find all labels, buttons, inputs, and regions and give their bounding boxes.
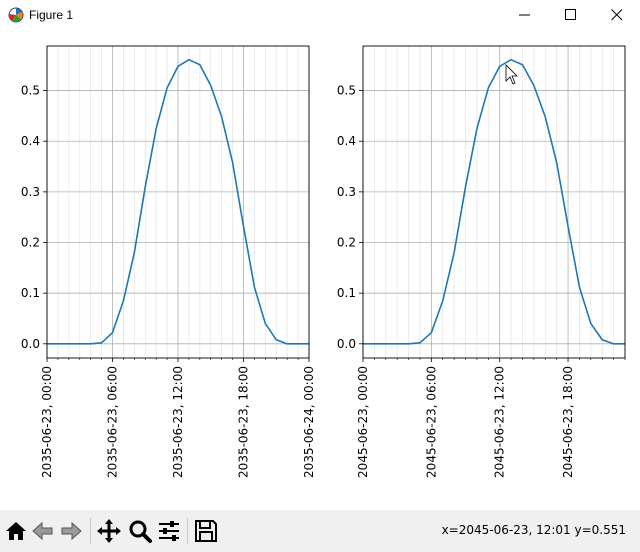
y-tick-label: 0.0 <box>21 337 40 351</box>
minimize-icon <box>519 14 530 16</box>
pan-move-icon <box>97 519 121 543</box>
y-tick-label: 0.0 <box>337 337 356 351</box>
x-tick-label: 2045-06-23, 06:00 <box>424 366 438 478</box>
y-tick-label: 0.2 <box>337 236 356 250</box>
title-bar: Figure 1 <box>0 0 640 30</box>
close-icon <box>611 9 623 21</box>
y-tick-label: 0.1 <box>337 286 356 300</box>
subplot-1: 2035-06-23, 00:00 2035-06-23, 06:00 2035-0… <box>21 45 316 478</box>
axes-frame <box>46 45 310 359</box>
y-tick-label: 0.5 <box>21 84 40 98</box>
sliders-icon <box>159 521 179 541</box>
axes-background <box>363 46 625 358</box>
y-tick-label: 0.5 <box>337 84 356 98</box>
y-tick-label: 0.4 <box>21 134 40 148</box>
cursor-coordinates: x=2045-06-23, 12:01 y=0.551 <box>441 523 626 537</box>
zoom-magnifier-icon <box>129 520 152 543</box>
mouse-cursor-icon <box>505 64 518 85</box>
subplot-2: 2045-06-23, 00:00 2045-06-23, 06:00 2045-0… <box>337 45 626 478</box>
back-button[interactable] <box>30 518 56 544</box>
axes-frame <box>362 45 626 359</box>
maximize-icon <box>565 9 576 20</box>
y-tick-label: 0.3 <box>21 185 40 199</box>
y-tick-label: 0.2 <box>21 236 40 250</box>
pan-button[interactable] <box>96 518 122 544</box>
x-tick-label: 2045-06-23, 00:00 <box>356 366 370 478</box>
configure-subplots-button[interactable] <box>156 518 182 544</box>
matplotlib-icon <box>8 7 24 23</box>
forward-button[interactable] <box>58 518 84 544</box>
x-tick-label: 2035-06-23, 06:00 <box>106 366 120 478</box>
forward-arrow-icon <box>61 521 82 541</box>
y-tick-label: 0.4 <box>337 134 356 148</box>
x-tick-label: 2045-06-23, 12:00 <box>493 366 507 478</box>
zoom-button[interactable] <box>127 518 153 544</box>
floppy-disk-icon <box>195 520 217 542</box>
maximize-button[interactable] <box>548 0 594 30</box>
x-tick-label: 2035-06-24, 00:00 <box>302 366 316 478</box>
back-arrow-icon <box>32 521 53 541</box>
navigation-toolbar: x=2045-06-23, 12:01 y=0.551 <box>0 510 640 552</box>
y-tick-label: 0.3 <box>337 185 356 199</box>
x-tick-label: 2035-06-23, 18:00 <box>237 366 251 478</box>
series-line <box>363 58 625 345</box>
toolbar-separator <box>90 518 91 544</box>
figure-canvas[interactable]: 2035-06-23, 00:00 2035-06-23, 06:00 2035-0… <box>0 30 640 510</box>
close-button[interactable] <box>594 0 640 30</box>
minimize-button[interactable] <box>502 0 548 30</box>
x-tick-label: 2045-06-23, 18:00 <box>561 366 575 478</box>
home-icon <box>6 522 26 540</box>
window-title: Figure 1 <box>29 8 74 22</box>
toolbar-separator <box>187 518 188 544</box>
x-tick-label: 2035-06-23, 00:00 <box>40 366 54 478</box>
series-line <box>47 58 309 345</box>
home-button[interactable] <box>3 518 29 544</box>
x-tick-label: 2035-06-23, 12:00 <box>171 366 185 478</box>
save-button[interactable] <box>193 518 219 544</box>
y-tick-label: 0.1 <box>21 286 40 300</box>
